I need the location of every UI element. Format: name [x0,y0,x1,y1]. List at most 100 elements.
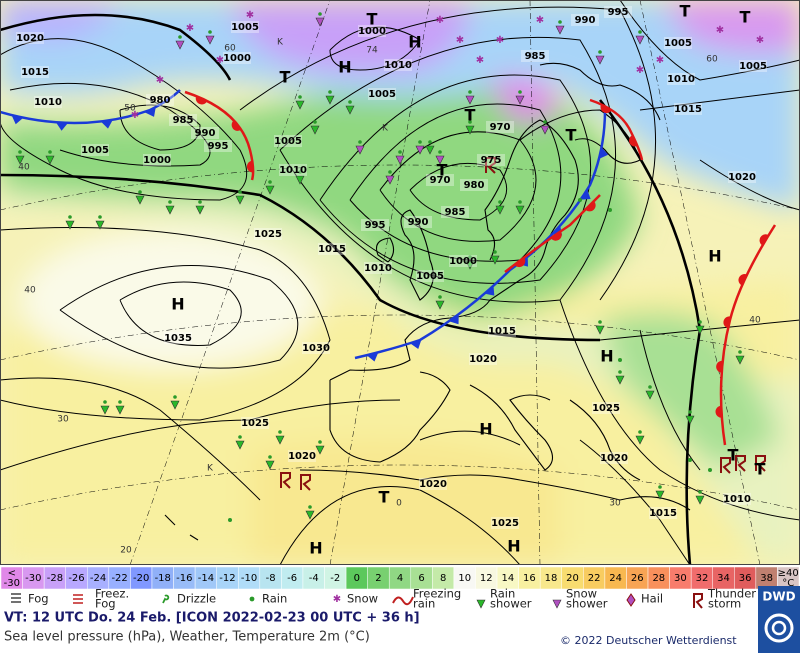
temperature-label: 0 [396,499,402,509]
front-symbol [759,234,769,246]
map-letter: K [382,124,389,134]
shower-symbol [555,25,565,35]
isobar-label: 990 [408,217,429,228]
shower-symbol [65,220,75,230]
isobar [279,36,617,303]
shower-dot [543,120,547,124]
shower-dot [178,35,182,39]
isobar-label: 980 [464,180,485,191]
shower-dot [48,150,52,154]
isobar-label-bg [469,353,497,365]
thunder-symbol [485,157,496,174]
logo-text: DWD [762,590,795,604]
scale-label: -16 [176,573,192,584]
isobar [119,281,242,346]
isobar [349,103,562,262]
shower-dot [103,400,107,404]
front-symbol [550,231,562,241]
isobar [59,264,299,369]
shower-dot [418,140,422,144]
isobar-label-bg [318,243,346,255]
shower-symbol [635,35,645,45]
temperature-label: 50 [124,104,136,114]
isobar-label-bg [604,6,632,18]
shower-symbol [595,325,605,335]
shower-symbol [635,435,645,445]
scale-label: 26 [631,573,644,584]
temperature-label: 60 [224,44,236,54]
isobar-label: 1020 [288,451,316,462]
isobar-label-bg [169,114,197,126]
legend-label: rain [413,597,435,611]
shower-dot [173,395,177,399]
isobar [0,377,261,501]
isobar-label: 1000 [223,53,251,64]
shower-dot [688,410,692,414]
isobar-label: 1035 [164,333,192,344]
legend-icon [693,593,703,609]
isobar-label: 1020 [419,479,447,490]
pressure-center: H [408,33,421,52]
shower-dot [348,100,352,104]
isobar-label-bg [664,37,692,49]
scale-label: -4 [309,573,319,584]
legend-label: shower [566,597,608,611]
shower-dot [118,400,122,404]
isobar-label: 1000 [143,155,171,166]
front-symbol [514,257,526,268]
scale-label: -8 [266,573,276,584]
isobar-label: 995 [365,220,386,231]
pressure-center: H [600,347,613,366]
isobar-label: 985 [525,51,546,62]
pressure-center: T [740,8,751,27]
shower-dot [388,170,392,174]
shower-symbol [235,440,245,450]
map: ✱ ✱ ✱ ✱ ✱ ✱ ✱ ✱ ✱ ✱ ✱ ✱ ✱ ✱ 1020 1015 1010 1005 1000 995 99… [0,0,800,565]
isobar-label: 1010 [279,165,307,176]
valid-time: VT: 12 UTC Do. 24 Feb. [ICON 2022-02-23 … [4,611,420,626]
snow-symbol: ✱ [156,75,164,86]
thunder-symbol [755,455,766,472]
snow-symbol: ✱ [476,55,484,66]
shower-dot [308,505,312,509]
isobar-label-bg [146,94,174,106]
shower-dot [698,490,702,494]
shower-dot [438,295,442,299]
shower-symbol [385,175,395,185]
cold-front [354,109,607,360]
isobar-label-bg [441,206,469,218]
isobar-label-bg [521,50,549,62]
isobar-label: 1000 [358,26,386,37]
isobar-label: 990 [575,15,596,26]
isobar-label-bg [241,417,269,429]
scale-label: 22 [588,573,601,584]
isobar-label: 1015 [318,244,346,255]
isobar-label-bg [279,164,307,176]
snow-symbol: ✱ [456,35,464,46]
isobar-label-bg [477,154,505,166]
scale-label: -22 [111,573,127,584]
isobar-label-bg [204,140,232,152]
front-symbol [100,119,113,129]
isobar-label: 975 [481,155,502,166]
isobar-label-bg [419,478,447,490]
isobar-label-bg [486,121,514,133]
shower-dot [168,200,172,204]
thunder-symbol [300,474,311,491]
front-symbol [600,104,612,114]
isobar-label: 1015 [649,508,677,519]
graticule [0,0,800,565]
isobar [329,26,421,71]
isobar-label-bg [16,32,44,44]
isobar [319,74,592,284]
shower-symbol [465,95,475,105]
pressure-center: H [479,420,492,439]
temperature-label: 40 [18,163,30,173]
isobar-label: 1020 [469,354,497,365]
isobar-label-bg [384,59,412,71]
scale-label: -26 [68,573,84,584]
legend-icon [626,593,636,607]
copyright: © 2022 Deutscher Wetterdienst [560,634,737,647]
shower-symbol [310,125,320,135]
isobar [239,6,656,301]
